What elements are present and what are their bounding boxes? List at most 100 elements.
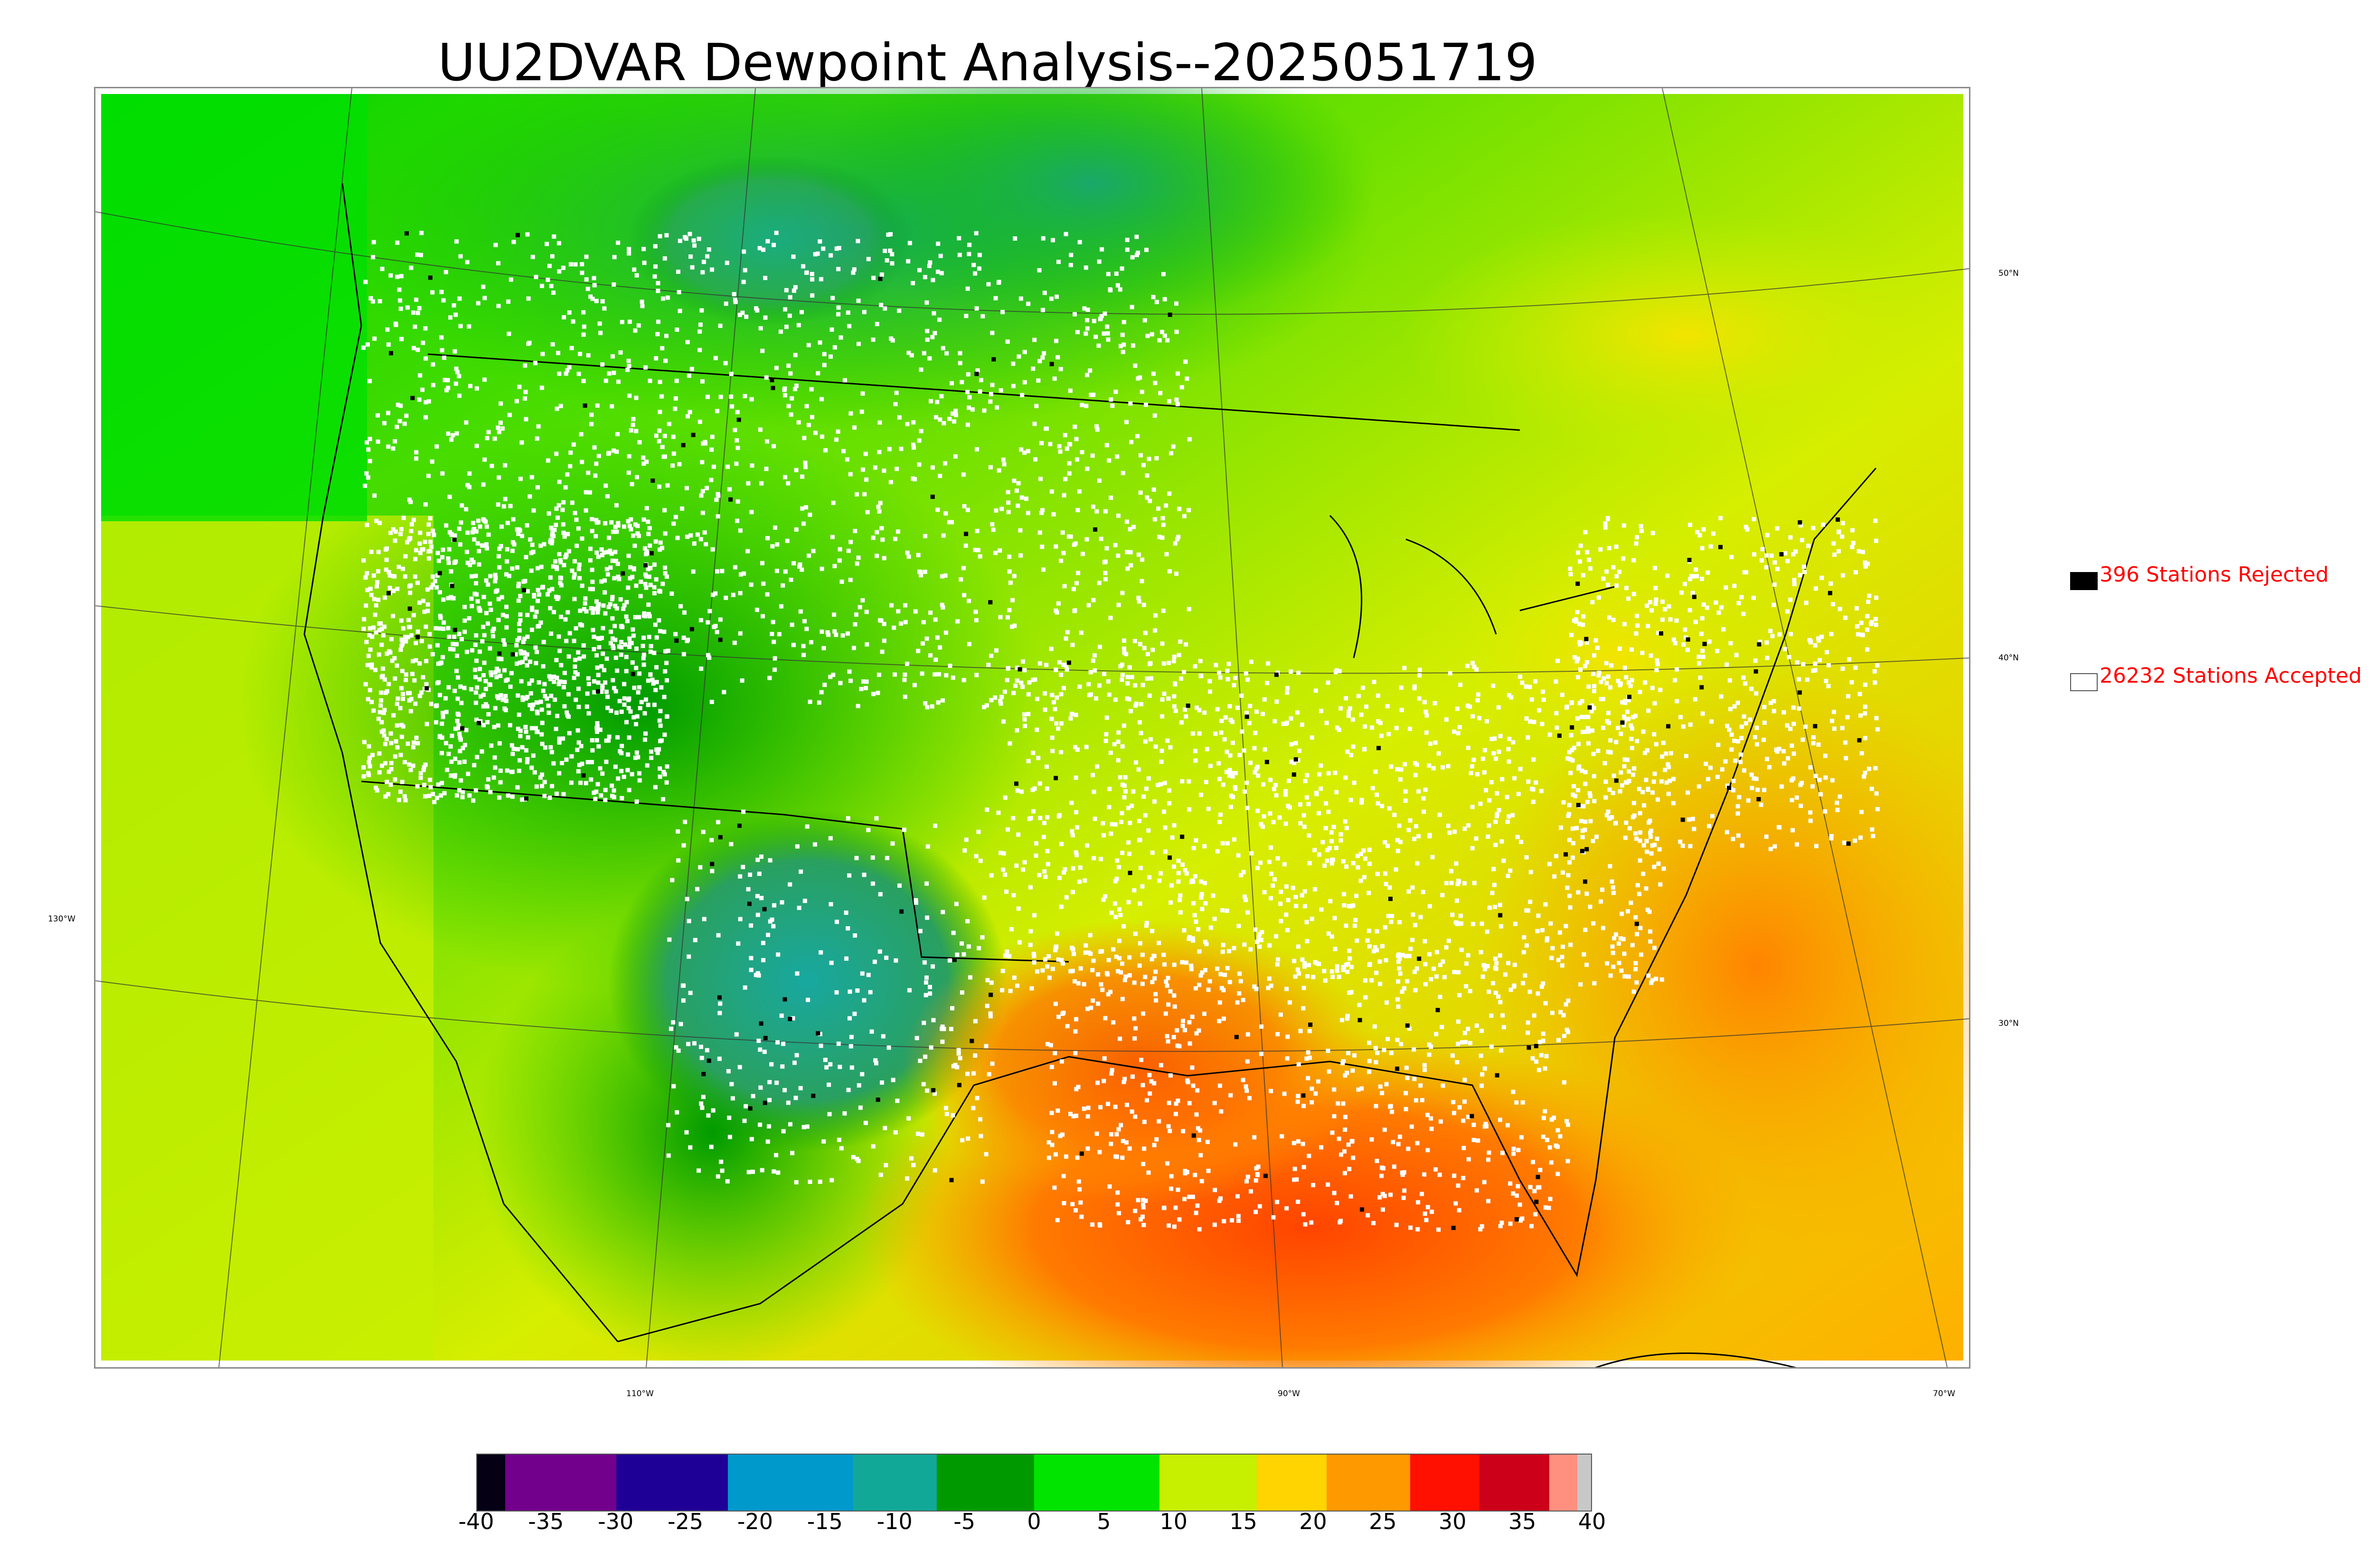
accepted-station-marker bbox=[457, 726, 462, 730]
accepted-station-marker bbox=[614, 450, 619, 454]
accepted-station-marker bbox=[1183, 1169, 1187, 1174]
accepted-station-marker bbox=[504, 698, 509, 703]
accepted-station-marker bbox=[1126, 806, 1131, 810]
accepted-station-marker bbox=[709, 1145, 714, 1149]
accepted-station-marker bbox=[1772, 560, 1777, 565]
accepted-station-marker bbox=[1035, 727, 1039, 732]
accepted-station-marker bbox=[390, 658, 395, 663]
accepted-station-marker bbox=[361, 627, 366, 631]
accepted-station-marker bbox=[462, 760, 467, 764]
accepted-station-marker bbox=[1693, 620, 1698, 624]
accepted-station-marker bbox=[1456, 731, 1460, 735]
accepted-station-marker bbox=[989, 980, 994, 985]
accepted-station-marker bbox=[1791, 722, 1796, 726]
accepted-station-marker bbox=[1052, 376, 1057, 381]
accepted-station-marker bbox=[1095, 1080, 1100, 1085]
accepted-station-marker bbox=[1568, 757, 1573, 761]
accepted-station-marker bbox=[723, 361, 728, 366]
rejected-station-marker bbox=[1470, 1114, 1474, 1118]
accepted-station-marker bbox=[666, 648, 670, 653]
accepted-station-marker bbox=[735, 410, 740, 414]
accepted-station-marker bbox=[1200, 907, 1205, 911]
accepted-station-marker bbox=[612, 576, 617, 581]
accepted-station-marker bbox=[1700, 546, 1705, 551]
accepted-station-marker bbox=[1085, 1114, 1090, 1119]
accepted-station-marker bbox=[1116, 554, 1121, 558]
accepted-station-marker bbox=[1729, 555, 1734, 559]
accepted-station-marker bbox=[1601, 576, 1606, 581]
accepted-station-marker bbox=[1578, 642, 1583, 647]
accepted-station-marker bbox=[1442, 975, 1447, 979]
accepted-station-marker bbox=[971, 263, 976, 267]
accepted-station-marker bbox=[725, 261, 729, 265]
accepted-station-marker bbox=[1173, 1205, 1178, 1210]
accepted-station-marker bbox=[1168, 569, 1172, 573]
accepted-station-marker bbox=[1565, 1159, 1570, 1164]
accepted-station-marker bbox=[1357, 1003, 1362, 1007]
accepted-station-marker bbox=[848, 678, 853, 683]
accepted-station-marker bbox=[984, 1044, 989, 1049]
accepted-station-marker bbox=[662, 695, 667, 699]
accepted-station-marker bbox=[1463, 1040, 1468, 1044]
accepted-station-marker bbox=[675, 328, 679, 332]
accepted-station-marker bbox=[806, 997, 810, 1002]
accepted-station-marker bbox=[1152, 799, 1157, 804]
accepted-station-marker bbox=[1799, 523, 1803, 528]
accepted-station-marker bbox=[366, 475, 370, 480]
accepted-station-marker bbox=[1348, 798, 1353, 802]
accepted-station-marker bbox=[540, 352, 545, 357]
accepted-station-marker bbox=[398, 298, 403, 303]
accepted-station-marker bbox=[1673, 678, 1677, 683]
accepted-station-marker bbox=[1049, 296, 1054, 301]
accepted-station-marker bbox=[700, 510, 705, 515]
accepted-station-marker bbox=[1067, 461, 1072, 466]
accepted-station-marker bbox=[1632, 766, 1637, 771]
accepted-station-marker bbox=[1427, 904, 1432, 909]
accepted-station-marker bbox=[755, 857, 760, 862]
accepted-station-marker bbox=[1375, 872, 1380, 876]
accepted-station-marker bbox=[1498, 953, 1502, 958]
accepted-station-marker bbox=[514, 643, 519, 648]
accepted-station-marker bbox=[933, 617, 938, 622]
accepted-station-marker bbox=[1050, 1143, 1055, 1147]
accepted-station-marker bbox=[1534, 1059, 1539, 1064]
accepted-station-marker bbox=[786, 404, 791, 408]
accepted-station-marker bbox=[715, 409, 719, 413]
accepted-station-marker bbox=[523, 656, 528, 661]
accepted-station-marker bbox=[1739, 736, 1744, 741]
accepted-station-marker bbox=[932, 311, 936, 316]
accepted-station-marker bbox=[933, 331, 937, 336]
accepted-station-marker bbox=[1375, 948, 1379, 953]
accepted-station-marker bbox=[1306, 1050, 1310, 1055]
accepted-station-marker bbox=[1755, 788, 1760, 792]
accepted-station-marker bbox=[1558, 1010, 1563, 1014]
accepted-station-marker bbox=[1011, 691, 1016, 695]
accepted-station-marker bbox=[1120, 266, 1124, 271]
accepted-station-marker bbox=[1528, 719, 1532, 724]
accepted-station-marker bbox=[1728, 641, 1733, 646]
accepted-station-marker bbox=[756, 1038, 761, 1043]
accepted-station-marker bbox=[1398, 1135, 1402, 1139]
accepted-station-marker bbox=[556, 516, 560, 520]
accepted-station-marker bbox=[624, 655, 629, 659]
accepted-station-marker bbox=[1641, 872, 1646, 876]
rejected-station-marker bbox=[964, 532, 969, 536]
accepted-station-marker bbox=[476, 301, 480, 306]
accepted-station-marker bbox=[1212, 1222, 1217, 1227]
accepted-station-marker bbox=[1159, 871, 1163, 876]
accepted-station-marker bbox=[1026, 511, 1030, 516]
accepted-station-marker bbox=[1587, 557, 1592, 562]
accepted-station-marker bbox=[1718, 516, 1723, 520]
rejected-station-marker bbox=[747, 901, 752, 906]
accepted-station-marker bbox=[607, 734, 612, 739]
accepted-station-marker bbox=[1102, 1079, 1106, 1083]
accepted-station-marker bbox=[630, 574, 635, 579]
accepted-station-marker bbox=[1603, 521, 1608, 526]
rejected-station-marker bbox=[763, 1100, 767, 1105]
accepted-station-marker bbox=[399, 274, 404, 279]
accepted-station-marker bbox=[935, 635, 940, 640]
accepted-station-marker bbox=[1688, 844, 1693, 848]
accepted-station-marker bbox=[897, 309, 902, 313]
accepted-station-marker bbox=[1063, 477, 1068, 481]
accepted-station-marker bbox=[890, 252, 895, 257]
